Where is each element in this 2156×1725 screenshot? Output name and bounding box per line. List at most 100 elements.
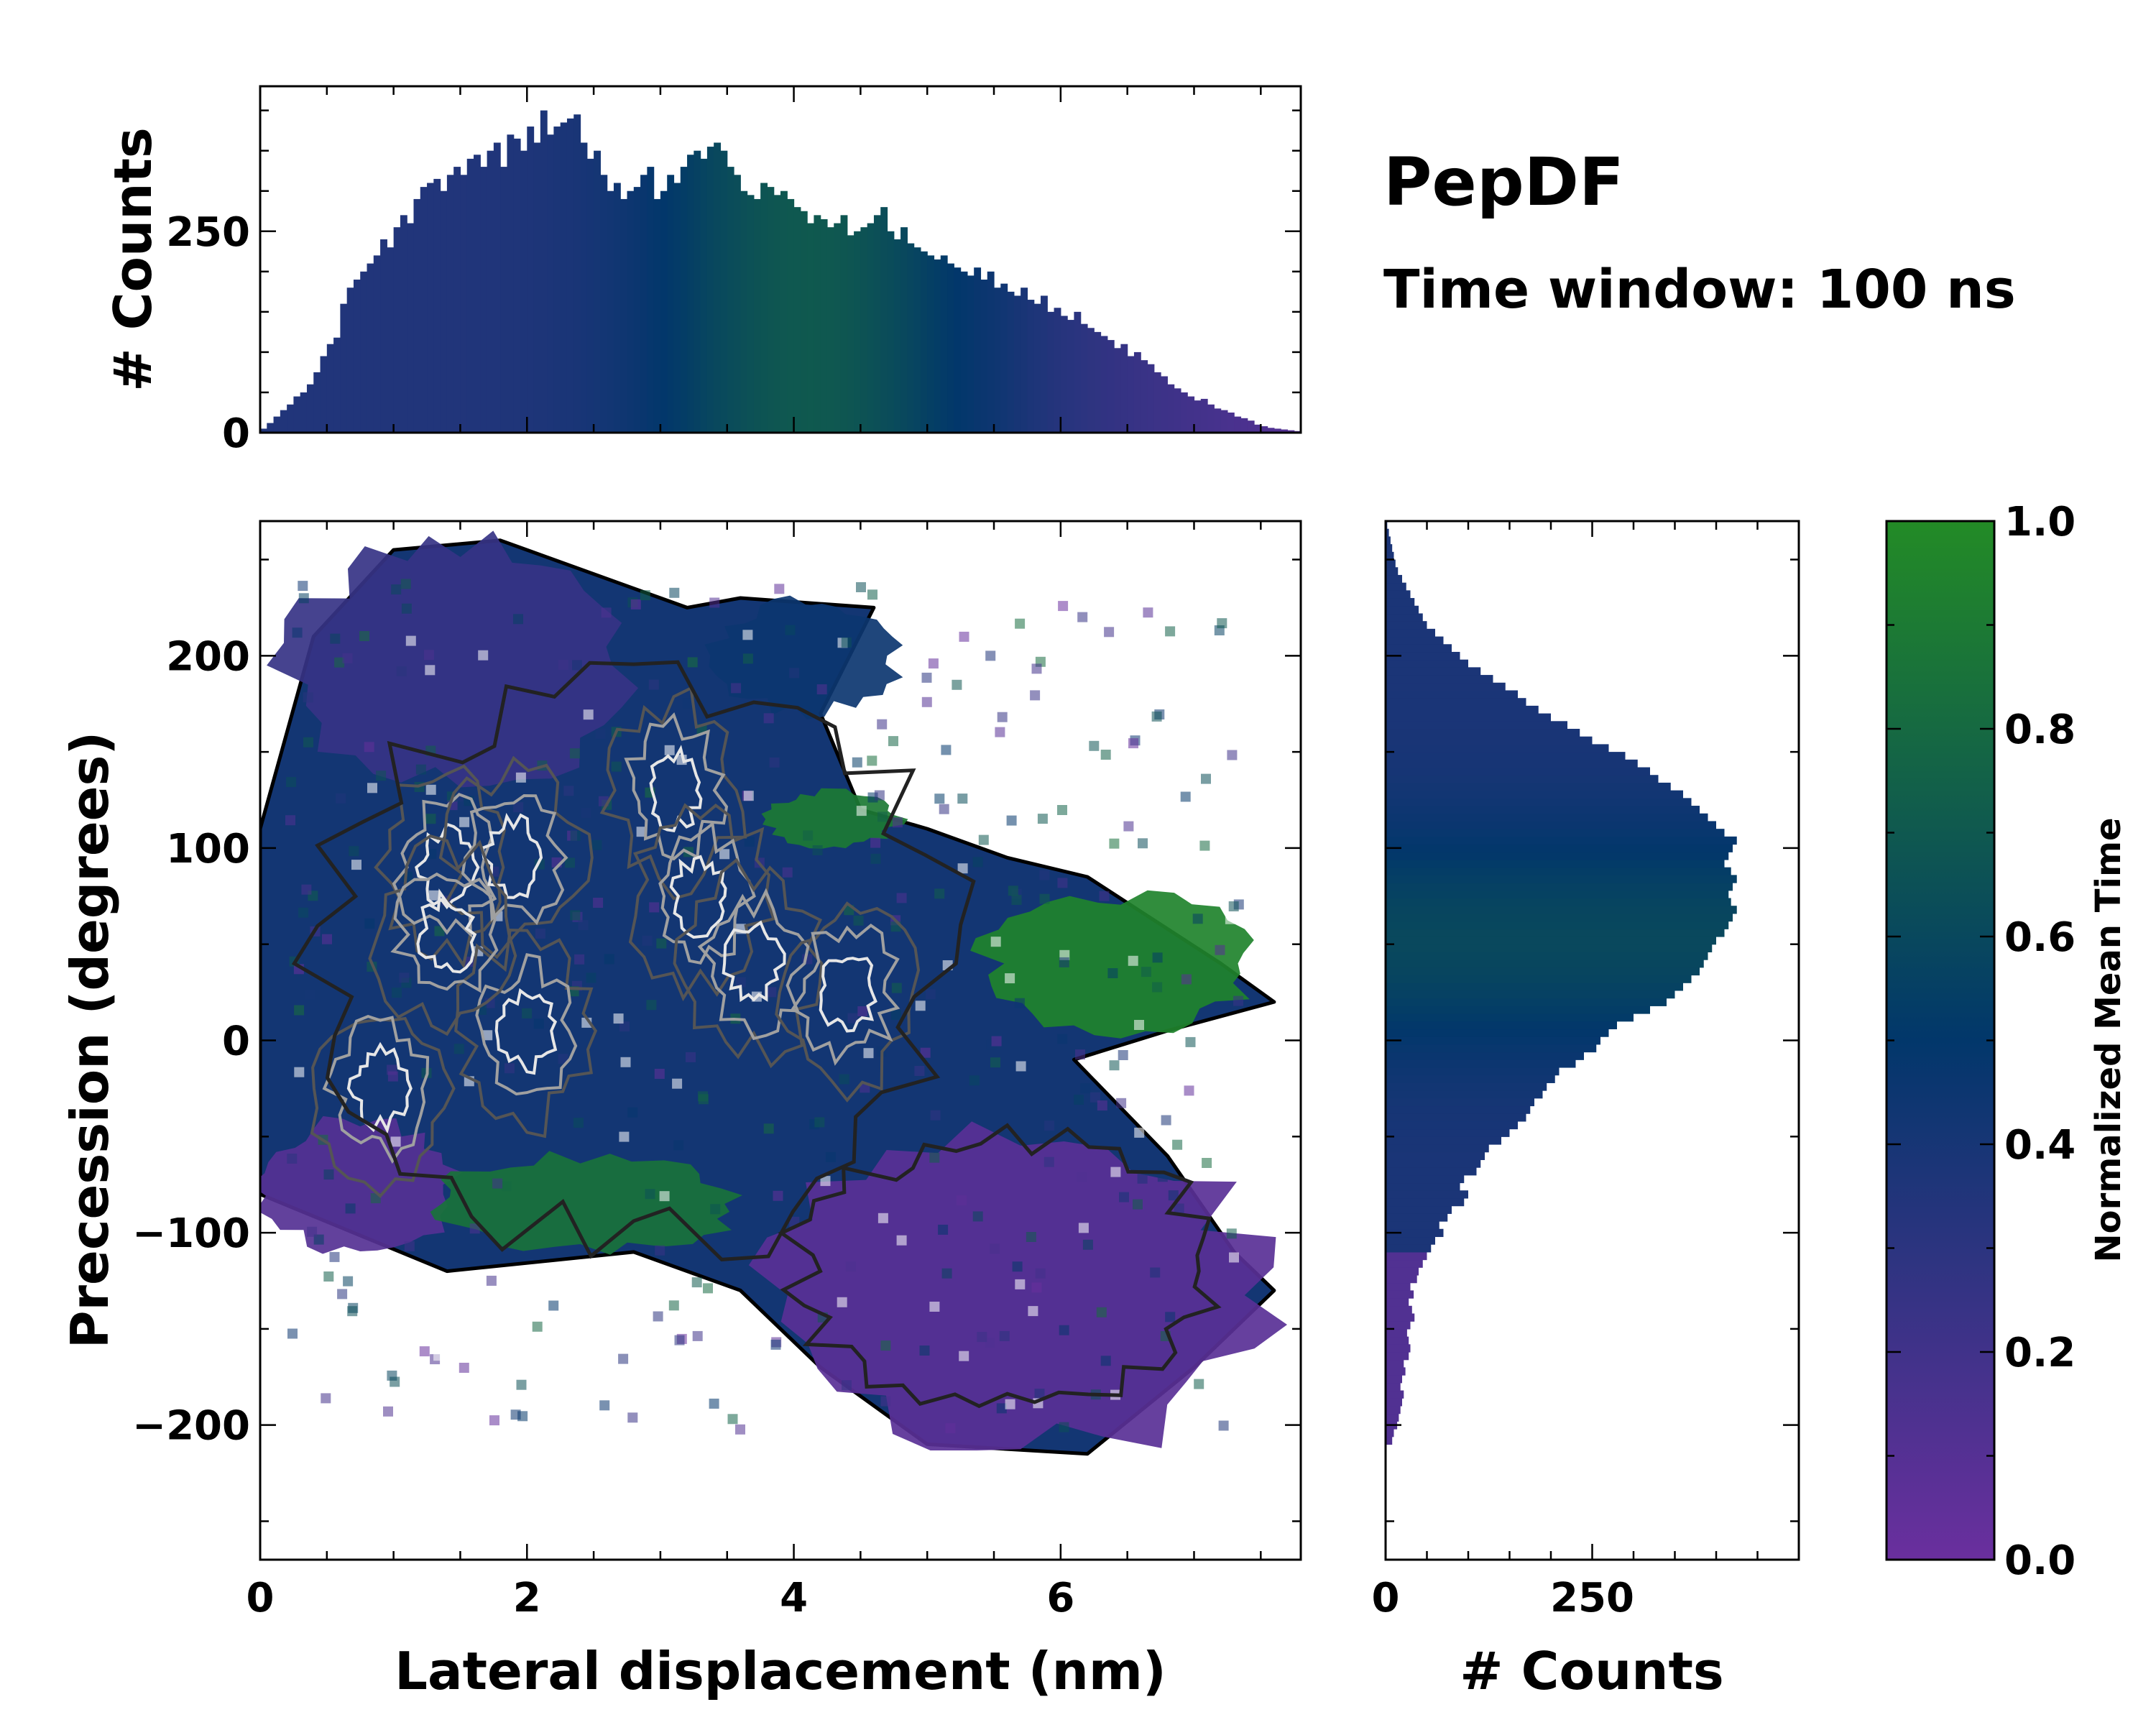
right-hist-bar xyxy=(1386,952,1708,960)
heatmap-contour xyxy=(494,988,558,1075)
right-hist-bar xyxy=(1386,1075,1555,1083)
right-hist-bar xyxy=(1386,1321,1411,1330)
right-hist-bar xyxy=(1386,983,1683,991)
heatmap-cell xyxy=(1228,901,1239,911)
heatmap-cell xyxy=(459,816,470,827)
right-hist-bar xyxy=(1386,1375,1402,1384)
heatmap-cell xyxy=(925,989,936,1000)
heatmap-cell xyxy=(619,1131,630,1142)
heatmap-cell xyxy=(323,1271,334,1282)
right-hist-bar xyxy=(1386,1167,1477,1176)
top-hist-bar xyxy=(1007,291,1015,433)
heatmap-cell xyxy=(825,1151,836,1162)
right-hist-bar xyxy=(1386,1367,1406,1376)
heatmap-cell xyxy=(429,890,439,901)
right-hist-bar xyxy=(1386,1259,1423,1268)
top-hist-bar xyxy=(566,118,574,433)
main-xtick-label: 0 xyxy=(247,1575,275,1622)
heatmap-cell xyxy=(774,584,785,594)
top-hist-bar xyxy=(1161,376,1168,433)
heatmap-cell xyxy=(952,679,962,690)
heatmap-cell xyxy=(972,1211,983,1222)
top-histogram: 0 250 # Counts xyxy=(103,85,1302,457)
heatmap-cell xyxy=(1105,825,1115,836)
heatmap-cell xyxy=(570,830,581,841)
heatmap-region xyxy=(704,595,903,719)
top-hist-bar xyxy=(880,207,888,433)
heatmap-contour xyxy=(454,928,598,1138)
right-hist-bar xyxy=(1386,729,1580,737)
heatmap-cell xyxy=(1082,1239,1093,1250)
top-hist-bar xyxy=(1207,404,1215,433)
right-hist-bar xyxy=(1386,605,1419,615)
top-hist-bar xyxy=(573,114,581,433)
right-hist-bar xyxy=(1386,528,1389,537)
cbar-tick-label: 0.2 xyxy=(2004,1330,2076,1376)
right-hist-bar xyxy=(1386,582,1406,591)
heatmap-cell xyxy=(322,934,332,944)
heatmap-cell xyxy=(1031,1282,1042,1293)
heatmap-cell xyxy=(1077,1172,1087,1182)
heatmap-cell xyxy=(627,1107,638,1118)
right-hist-bar xyxy=(1386,829,1725,837)
heatmap-cell xyxy=(1227,750,1238,760)
top-hist-bar xyxy=(934,259,941,433)
heatmap-cell xyxy=(969,1075,980,1086)
right-hist-bar xyxy=(1386,1228,1444,1238)
heatmap-contour-outer xyxy=(778,1123,1222,1409)
top-hist-bar xyxy=(1133,351,1141,433)
right-hist-bar xyxy=(1386,1390,1404,1399)
heatmap-cell xyxy=(877,811,888,822)
heatmap-cell xyxy=(1096,1307,1107,1317)
heatmap-cell xyxy=(845,1261,856,1272)
heatmap-cell xyxy=(601,607,612,618)
heatmap-cell xyxy=(387,1370,397,1381)
heatmap-cell xyxy=(566,1323,577,1334)
heatmap-cell xyxy=(686,1052,696,1062)
top-hist-bar xyxy=(854,231,861,433)
top-hist-bar xyxy=(620,198,628,433)
right-hist-bar xyxy=(1386,698,1526,707)
right-hist-bar xyxy=(1386,1405,1401,1414)
top-hist-bar xyxy=(1074,311,1082,433)
right-hist-bar xyxy=(1386,1382,1401,1392)
top-hist-bar xyxy=(600,175,608,433)
heatmap-cell xyxy=(1034,1389,1045,1399)
heatmap-cell xyxy=(383,1406,393,1417)
top-hist-bar xyxy=(980,280,988,433)
heatmap-cell xyxy=(1152,982,1163,993)
top-hist-bar xyxy=(380,239,387,433)
right-hist-bar xyxy=(1386,1006,1650,1014)
right-hist-bar xyxy=(1386,1244,1432,1253)
heatmap-regions xyxy=(260,530,1287,1456)
top-hist-bar xyxy=(1147,364,1155,433)
heatmap-cell xyxy=(803,830,814,841)
right-hist-bar xyxy=(1386,651,1460,661)
heatmap-region xyxy=(970,890,1254,1039)
heatmap-cell xyxy=(433,1351,444,1361)
top-hist-bar xyxy=(714,142,722,433)
right-hist-bar xyxy=(1386,1121,1518,1130)
heatmap-cell xyxy=(495,1293,506,1304)
top-hist-bar xyxy=(553,126,561,433)
top-hist-bar xyxy=(1273,428,1281,433)
top-hist-bar xyxy=(1087,328,1095,433)
heatmap-cell xyxy=(392,988,402,998)
top-hist-bar xyxy=(560,122,568,433)
heatmap-cell xyxy=(1006,815,1017,826)
top-hist-bar xyxy=(306,384,314,433)
top-hist-bar xyxy=(580,142,588,433)
top-hist-bar xyxy=(1141,360,1148,433)
top-hist-bar xyxy=(474,155,481,433)
right-hist-bar xyxy=(1386,960,1704,968)
heatmap-cell xyxy=(731,683,742,694)
heatmap-cell xyxy=(351,860,361,870)
right-hist-bar xyxy=(1386,705,1539,714)
right-histogram: 0 250 # Counts xyxy=(1372,520,1800,1701)
heatmap-cell xyxy=(640,590,650,601)
top-hist-bar xyxy=(1094,331,1102,433)
top-hist-bar xyxy=(586,158,594,433)
right-hist-bar xyxy=(1386,967,1700,976)
top-hist-bar xyxy=(887,231,895,433)
right-histogram-xlabel: # Counts xyxy=(1460,1641,1724,1701)
